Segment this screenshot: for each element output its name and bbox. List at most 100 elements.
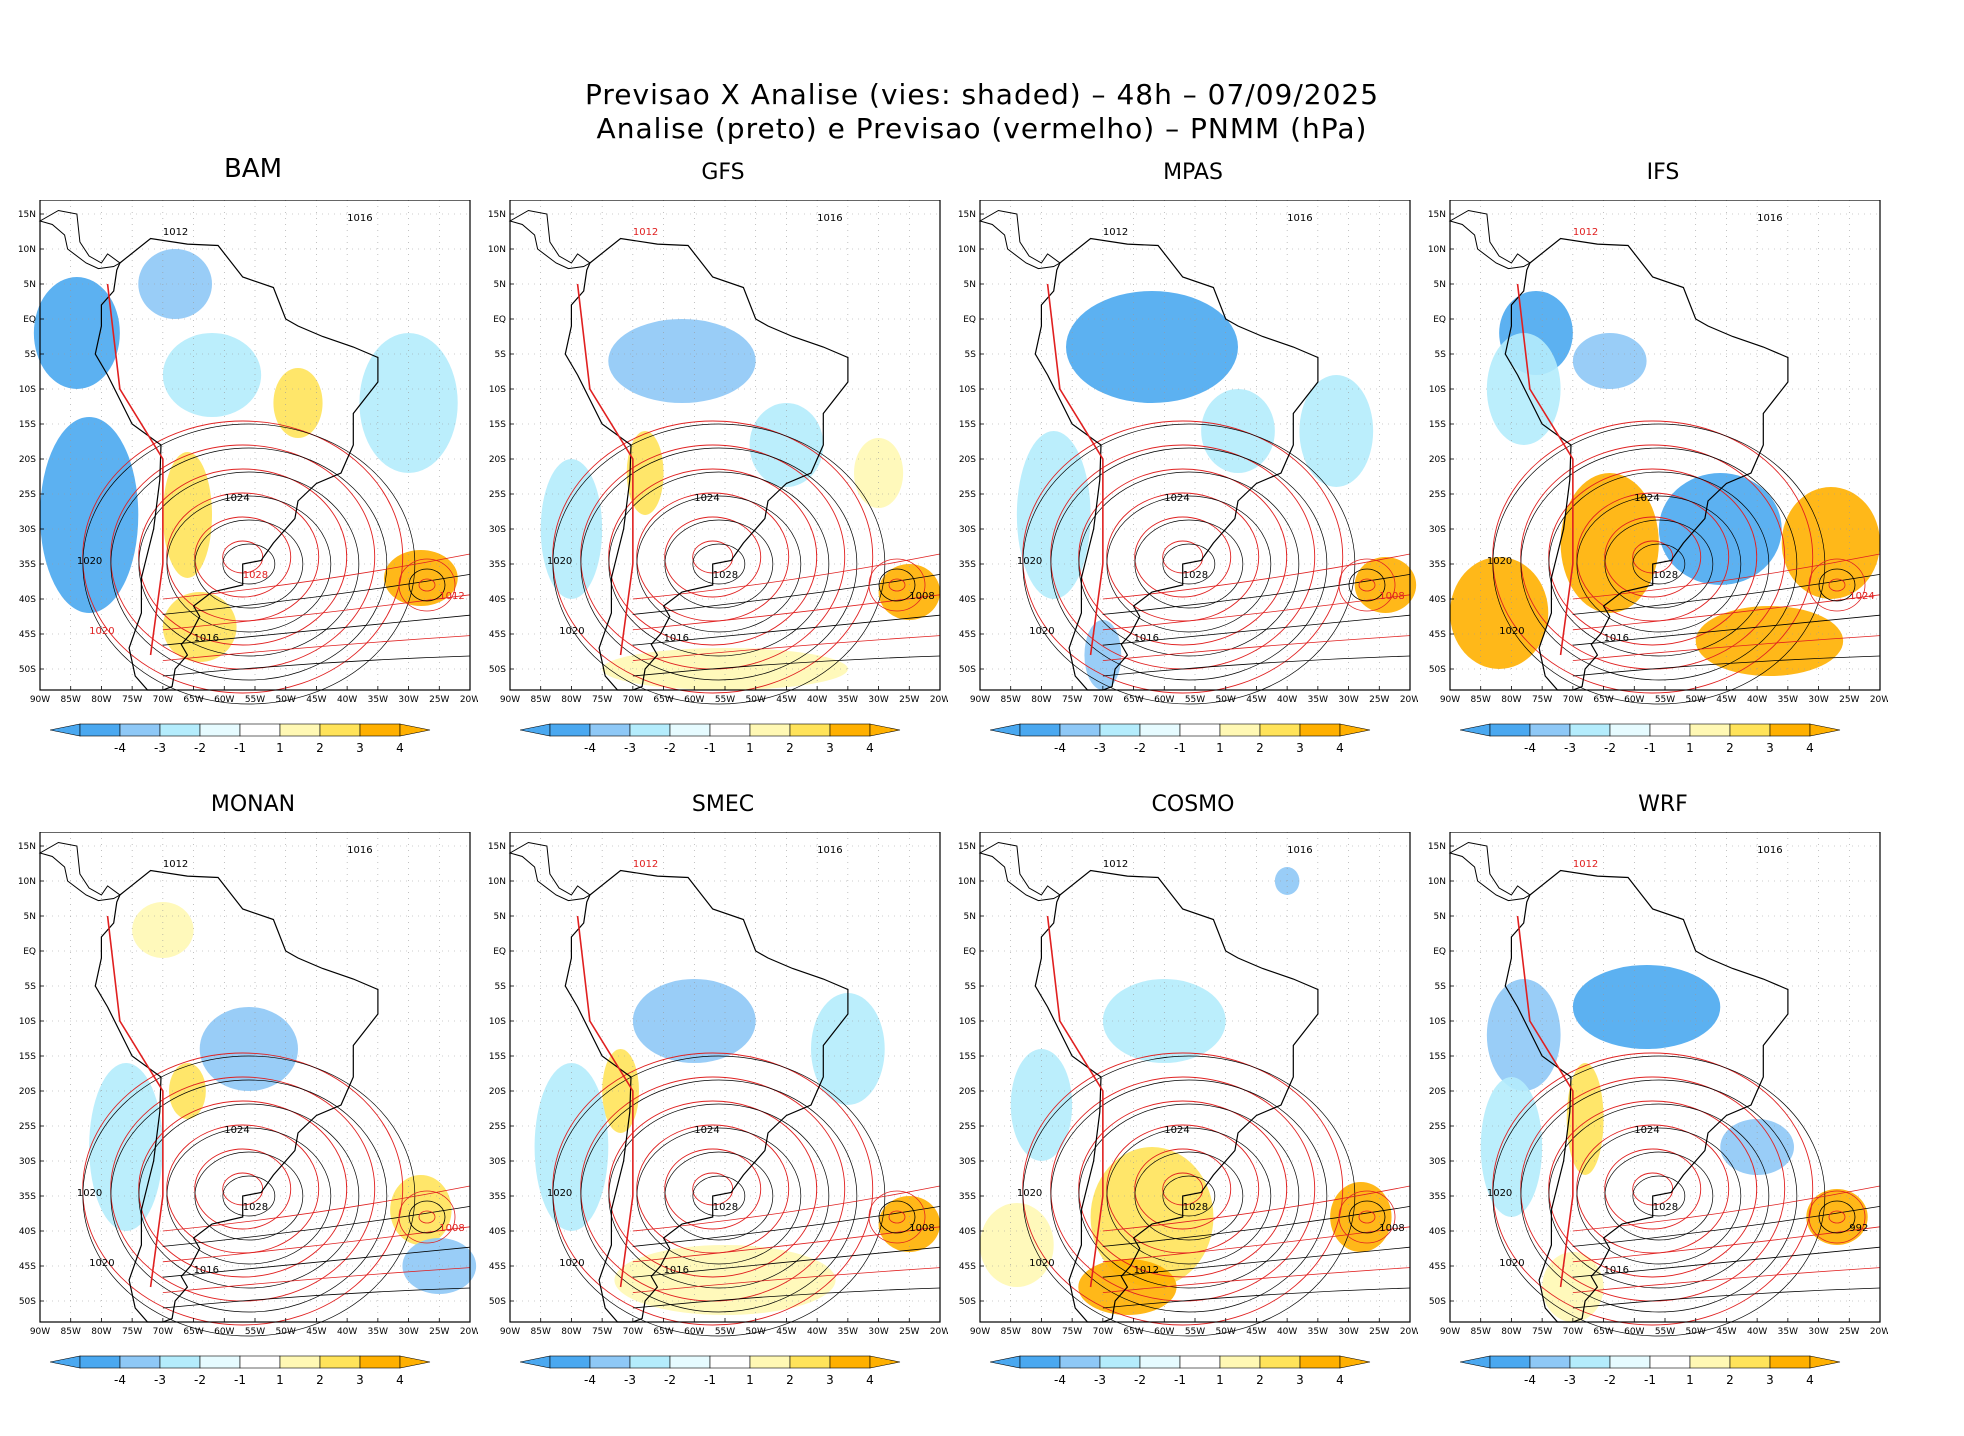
south-america-outline [564, 237, 849, 691]
lon-label: 35W [368, 695, 388, 705]
lon-label: 25W [429, 695, 449, 705]
lat-label: 25S [489, 490, 506, 500]
lon-label: 80W [91, 695, 111, 705]
lon-label: 70W [623, 1327, 643, 1337]
lat-label: 30S [1429, 1157, 1446, 1167]
bias-area [33, 277, 120, 389]
lon-label: 90W [30, 695, 50, 705]
lon-label: 20W [460, 1327, 478, 1337]
lon-label: 70W [1093, 1327, 1113, 1337]
bias-area [878, 1196, 940, 1252]
lon-label: 80W [1031, 695, 1051, 705]
colorbar-label: -4 [1054, 1373, 1066, 1387]
lat-label: 50S [19, 665, 36, 675]
lat-label: 50S [489, 665, 506, 675]
lat-label: 10N [488, 245, 506, 255]
colorbar-label: 1 [276, 741, 284, 755]
bias-area [1201, 389, 1275, 473]
lon-label: 40W [807, 695, 827, 705]
lat-label: 35S [1429, 1192, 1446, 1202]
lat-label: 45S [1429, 1262, 1446, 1272]
lon-label: 30W [398, 1327, 418, 1337]
lon-label: 70W [153, 1327, 173, 1337]
lon-label: 70W [623, 695, 643, 705]
lat-label: 10S [959, 1017, 976, 1027]
map-mpas: 1016 1012 1020 1024 1028 1008 1016 1020 15N 10N 5N… [958, 200, 1418, 705]
lat-label: 10N [488, 877, 506, 887]
lon-label: 80W [561, 1327, 581, 1337]
south-america-outline [1034, 237, 1319, 691]
isobar-label: 1020 [1017, 1188, 1042, 1199]
lon-label: 85W [1001, 1327, 1021, 1337]
bias-area [1695, 606, 1844, 676]
bias-area [1781, 487, 1880, 599]
lon-label: 30W [1808, 695, 1828, 705]
lon-label: 90W [500, 695, 520, 705]
lon-label: 75W [122, 695, 142, 705]
lon-label: 75W [1062, 1327, 1082, 1337]
lat-label: 15N [958, 210, 976, 220]
bias-area [602, 648, 848, 690]
isobar-label: 1020 [77, 556, 102, 567]
lat-label: 15S [1429, 420, 1446, 430]
isobar-label: 1028 [713, 1202, 738, 1213]
colorbar-label: -4 [114, 1373, 126, 1387]
lon-label: 55W [715, 695, 735, 705]
colorbar-label: 4 [866, 1373, 874, 1387]
colorbar-label: 2 [786, 741, 794, 755]
lat-label: 50S [959, 1297, 976, 1307]
bias-area [1486, 333, 1561, 445]
lon-label: 35W [1778, 1327, 1798, 1337]
bias-area [162, 452, 212, 578]
colorbar-label: 3 [1296, 741, 1304, 755]
bias-area [1806, 1189, 1868, 1245]
isobar-label: 1024 [1634, 1125, 1659, 1136]
lat-label: 10N [18, 877, 36, 887]
lon-label: 65W [183, 695, 203, 705]
lon-label: 20W [1870, 695, 1888, 705]
colorbar-label: 2 [1726, 741, 1734, 755]
lat-label: 50S [19, 1297, 36, 1307]
main-subtitle: Analise (preto) e Previsao (vermelho) – … [596, 112, 1368, 145]
lat-label: 15S [1429, 1052, 1446, 1062]
colorbar-label: -2 [194, 741, 206, 755]
lat-label: 35S [19, 560, 36, 570]
lon-label: 65W [1123, 1327, 1143, 1337]
isobar-label: 1012 [1103, 227, 1128, 238]
isobar-label: 1012 [1573, 859, 1598, 870]
lat-label: EQ [963, 947, 976, 957]
bias-area [162, 333, 262, 417]
lat-label: EQ [23, 315, 36, 325]
lon-label: 30W [868, 1327, 888, 1337]
colorbar-label: 4 [1806, 741, 1814, 755]
lon-label: 25W [1369, 695, 1389, 705]
isobar-label: 1028 [1183, 570, 1208, 581]
lat-label: 40S [959, 595, 976, 605]
lon-label: 60W [684, 695, 704, 705]
lon-label: 55W [1655, 1327, 1675, 1337]
lat-label: 10N [18, 245, 36, 255]
colorbar-label: 4 [1806, 1373, 1814, 1387]
isobar-label: 1020 [89, 626, 114, 637]
lat-label: 10S [959, 385, 976, 395]
lon-label: 50W [276, 1327, 296, 1337]
lon-label: 80W [561, 695, 581, 705]
lat-label: 15N [488, 842, 506, 852]
lat-label: 15S [19, 1052, 36, 1062]
colorbar-label: -4 [584, 1373, 596, 1387]
lon-label: 85W [1001, 695, 1021, 705]
colorbar-label: 2 [316, 741, 324, 755]
lat-label: 25S [959, 1122, 976, 1132]
lat-label: 30S [19, 1157, 36, 1167]
colorbar-label: 2 [786, 1373, 794, 1387]
isobar-label: 1012 [633, 859, 658, 870]
colorbar-label: 3 [1296, 1373, 1304, 1387]
lon-label: 45W [776, 1327, 796, 1337]
lon-label: 40W [337, 695, 357, 705]
lat-label: 20S [19, 1087, 36, 1097]
bias-area [199, 1007, 298, 1091]
colorbar-label: 3 [1766, 1373, 1774, 1387]
lon-label: 65W [1123, 695, 1143, 705]
lon-label: 20W [930, 695, 948, 705]
lat-label: 15N [958, 842, 976, 852]
